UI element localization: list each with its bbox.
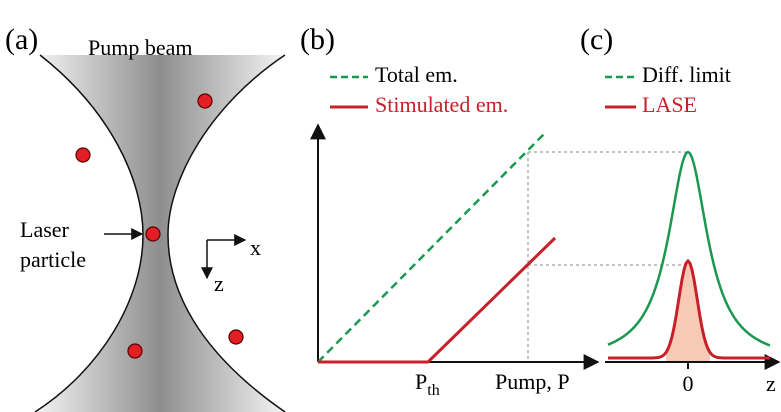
particle-label: particle <box>20 247 86 272</box>
threshold: P <box>415 369 427 394</box>
axis-label: z <box>766 371 776 396</box>
axis-label: Pth <box>415 369 440 399</box>
particles <box>75 93 244 359</box>
lase-area <box>666 261 710 362</box>
particle-label: Laser <box>20 217 70 242</box>
legend-label: Total em. <box>375 62 458 87</box>
panel-label: (c) <box>580 23 613 56</box>
axis-label: x <box>250 235 261 260</box>
beam-label: Pump beam <box>88 35 193 60</box>
stimulated-emission <box>318 236 557 364</box>
axis-label: Pump, P <box>495 369 570 394</box>
legend-label: Diff. limit <box>642 62 731 87</box>
lase-curve <box>608 258 770 360</box>
legend-label: Stimulated em. <box>375 92 508 117</box>
panel-label: (b) <box>300 23 335 56</box>
axis-label: z <box>214 271 224 296</box>
diff-limit-curve <box>607 150 771 347</box>
tick-label: 0 <box>683 371 694 396</box>
legend-label: LASE <box>642 92 697 117</box>
threshold-sub: th <box>427 382 439 399</box>
panel-label: (a) <box>5 23 38 56</box>
total-emission <box>317 132 546 363</box>
